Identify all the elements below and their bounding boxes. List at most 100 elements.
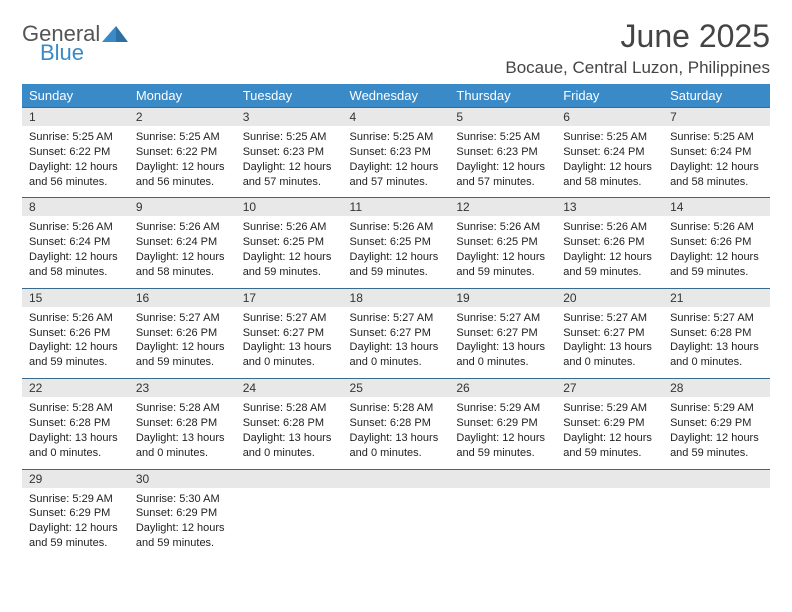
calendar-cell: 30Sunrise: 5:30 AMSunset: 6:29 PMDayligh… bbox=[129, 469, 236, 559]
daylight-line1: Daylight: 12 hours bbox=[670, 250, 763, 265]
calendar-table: Sunday Monday Tuesday Wednesday Thursday… bbox=[22, 84, 770, 559]
day-body: Sunrise: 5:25 AMSunset: 6:24 PMDaylight:… bbox=[663, 126, 770, 197]
calendar-cell: 18Sunrise: 5:27 AMSunset: 6:27 PMDayligh… bbox=[343, 288, 450, 378]
title-block: June 2025 Bocaue, Central Luzon, Philipp… bbox=[505, 18, 770, 78]
day-header: Wednesday bbox=[343, 84, 450, 107]
calendar-cell: 28Sunrise: 5:29 AMSunset: 6:29 PMDayligh… bbox=[663, 378, 770, 468]
sunset-line: Sunset: 6:28 PM bbox=[670, 326, 763, 341]
calendar-cell: 14Sunrise: 5:26 AMSunset: 6:26 PMDayligh… bbox=[663, 197, 770, 287]
day-number: 25 bbox=[343, 378, 450, 397]
sunrise-line: Sunrise: 5:26 AM bbox=[670, 220, 763, 235]
calendar-cell: 2Sunrise: 5:25 AMSunset: 6:22 PMDaylight… bbox=[129, 107, 236, 197]
sunrise-line: Sunrise: 5:25 AM bbox=[29, 130, 122, 145]
day-number bbox=[449, 469, 556, 488]
calendar-cell: 7Sunrise: 5:25 AMSunset: 6:24 PMDaylight… bbox=[663, 107, 770, 197]
sunset-line: Sunset: 6:29 PM bbox=[29, 506, 122, 521]
calendar-cell: 13Sunrise: 5:26 AMSunset: 6:26 PMDayligh… bbox=[556, 197, 663, 287]
calendar-body: 1Sunrise: 5:25 AMSunset: 6:22 PMDaylight… bbox=[22, 107, 770, 559]
day-number: 8 bbox=[22, 197, 129, 216]
daylight-line1: Daylight: 12 hours bbox=[350, 250, 443, 265]
calendar-cell: 9Sunrise: 5:26 AMSunset: 6:24 PMDaylight… bbox=[129, 197, 236, 287]
day-number: 15 bbox=[22, 288, 129, 307]
calendar-cell: 12Sunrise: 5:26 AMSunset: 6:25 PMDayligh… bbox=[449, 197, 556, 287]
sunrise-line: Sunrise: 5:29 AM bbox=[456, 401, 549, 416]
day-number: 6 bbox=[556, 107, 663, 126]
daylight-line1: Daylight: 12 hours bbox=[456, 431, 549, 446]
daylight-line2: and 0 minutes. bbox=[456, 355, 549, 370]
sunrise-line: Sunrise: 5:25 AM bbox=[456, 130, 549, 145]
day-number: 13 bbox=[556, 197, 663, 216]
calendar-cell: 16Sunrise: 5:27 AMSunset: 6:26 PMDayligh… bbox=[129, 288, 236, 378]
sunrise-line: Sunrise: 5:29 AM bbox=[563, 401, 656, 416]
daylight-line1: Daylight: 12 hours bbox=[456, 250, 549, 265]
calendar-cell: 1Sunrise: 5:25 AMSunset: 6:22 PMDaylight… bbox=[22, 107, 129, 197]
day-number: 26 bbox=[449, 378, 556, 397]
day-number: 30 bbox=[129, 469, 236, 488]
day-body: Sunrise: 5:26 AMSunset: 6:25 PMDaylight:… bbox=[343, 216, 450, 287]
calendar-week-row: 15Sunrise: 5:26 AMSunset: 6:26 PMDayligh… bbox=[22, 288, 770, 378]
calendar-cell: 3Sunrise: 5:25 AMSunset: 6:23 PMDaylight… bbox=[236, 107, 343, 197]
day-header: Saturday bbox=[663, 84, 770, 107]
daylight-line1: Daylight: 12 hours bbox=[29, 340, 122, 355]
daylight-line1: Daylight: 12 hours bbox=[563, 160, 656, 175]
daylight-line2: and 0 minutes. bbox=[350, 355, 443, 370]
logo: General Blue bbox=[22, 22, 130, 64]
sunset-line: Sunset: 6:25 PM bbox=[350, 235, 443, 250]
daylight-line2: and 0 minutes. bbox=[350, 446, 443, 461]
day-body: Sunrise: 5:25 AMSunset: 6:23 PMDaylight:… bbox=[449, 126, 556, 197]
daylight-line1: Daylight: 12 hours bbox=[350, 160, 443, 175]
daylight-line1: Daylight: 13 hours bbox=[350, 340, 443, 355]
sunrise-line: Sunrise: 5:25 AM bbox=[136, 130, 229, 145]
calendar-cell: 21Sunrise: 5:27 AMSunset: 6:28 PMDayligh… bbox=[663, 288, 770, 378]
day-number: 20 bbox=[556, 288, 663, 307]
daylight-line1: Daylight: 13 hours bbox=[456, 340, 549, 355]
sunrise-line: Sunrise: 5:26 AM bbox=[350, 220, 443, 235]
daylight-line2: and 57 minutes. bbox=[456, 175, 549, 190]
day-number: 24 bbox=[236, 378, 343, 397]
sunrise-line: Sunrise: 5:30 AM bbox=[136, 492, 229, 507]
calendar-cell: 5Sunrise: 5:25 AMSunset: 6:23 PMDaylight… bbox=[449, 107, 556, 197]
day-body: Sunrise: 5:29 AMSunset: 6:29 PMDaylight:… bbox=[22, 488, 129, 559]
day-number: 4 bbox=[343, 107, 450, 126]
month-title: June 2025 bbox=[505, 18, 770, 55]
sunset-line: Sunset: 6:28 PM bbox=[29, 416, 122, 431]
sunset-line: Sunset: 6:23 PM bbox=[456, 145, 549, 160]
daylight-line1: Daylight: 12 hours bbox=[563, 431, 656, 446]
day-number: 5 bbox=[449, 107, 556, 126]
daylight-line1: Daylight: 12 hours bbox=[670, 431, 763, 446]
day-number: 2 bbox=[129, 107, 236, 126]
sunrise-line: Sunrise: 5:29 AM bbox=[670, 401, 763, 416]
day-number bbox=[343, 469, 450, 488]
day-number: 23 bbox=[129, 378, 236, 397]
sunrise-line: Sunrise: 5:26 AM bbox=[456, 220, 549, 235]
sunrise-line: Sunrise: 5:28 AM bbox=[29, 401, 122, 416]
daylight-line2: and 0 minutes. bbox=[29, 446, 122, 461]
day-body bbox=[236, 488, 343, 552]
sunset-line: Sunset: 6:29 PM bbox=[670, 416, 763, 431]
sunset-line: Sunset: 6:28 PM bbox=[136, 416, 229, 431]
day-body: Sunrise: 5:27 AMSunset: 6:27 PMDaylight:… bbox=[236, 307, 343, 378]
daylight-line2: and 58 minutes. bbox=[563, 175, 656, 190]
sunrise-line: Sunrise: 5:25 AM bbox=[670, 130, 763, 145]
calendar-week-row: 8 Sunrise: 5:26 AM Sunset: 6:24 PM Daylight… bbox=[22, 197, 770, 287]
sunrise-line: Sunrise: 5:25 AM bbox=[563, 130, 656, 145]
day-number: 18 bbox=[343, 288, 450, 307]
day-body bbox=[663, 488, 770, 552]
day-number: 21 bbox=[663, 288, 770, 307]
sunrise-line: Sunrise: 5:27 AM bbox=[136, 311, 229, 326]
daylight-line2: and 59 minutes. bbox=[456, 446, 549, 461]
sunset-line: Sunset: 6:24 PM bbox=[670, 145, 763, 160]
day-body: Sunrise: 5:26 AMSunset: 6:25 PMDaylight:… bbox=[449, 216, 556, 287]
daylight-line2: and 58 minutes. bbox=[670, 175, 763, 190]
logo-text: General Blue bbox=[22, 22, 100, 64]
sunrise-line: Sunrise: 5:26 AM bbox=[29, 311, 122, 326]
daylight-line2: and 59 minutes. bbox=[136, 536, 229, 551]
day-number: 11 bbox=[343, 197, 450, 216]
sunset-line: Sunset: 6:23 PM bbox=[243, 145, 336, 160]
header: General Blue June 2025 Bocaue, Central L… bbox=[22, 18, 770, 78]
calendar-cell: 26Sunrise: 5:29 AMSunset: 6:29 PMDayligh… bbox=[449, 378, 556, 468]
day-body: Sunrise: 5:26 AMSunset: 6:26 PMDaylight:… bbox=[22, 307, 129, 378]
daylight-line1: Daylight: 12 hours bbox=[136, 340, 229, 355]
daylight-line1: Daylight: 13 hours bbox=[350, 431, 443, 446]
sunset-line: Sunset: 6:24 PM bbox=[29, 235, 122, 250]
